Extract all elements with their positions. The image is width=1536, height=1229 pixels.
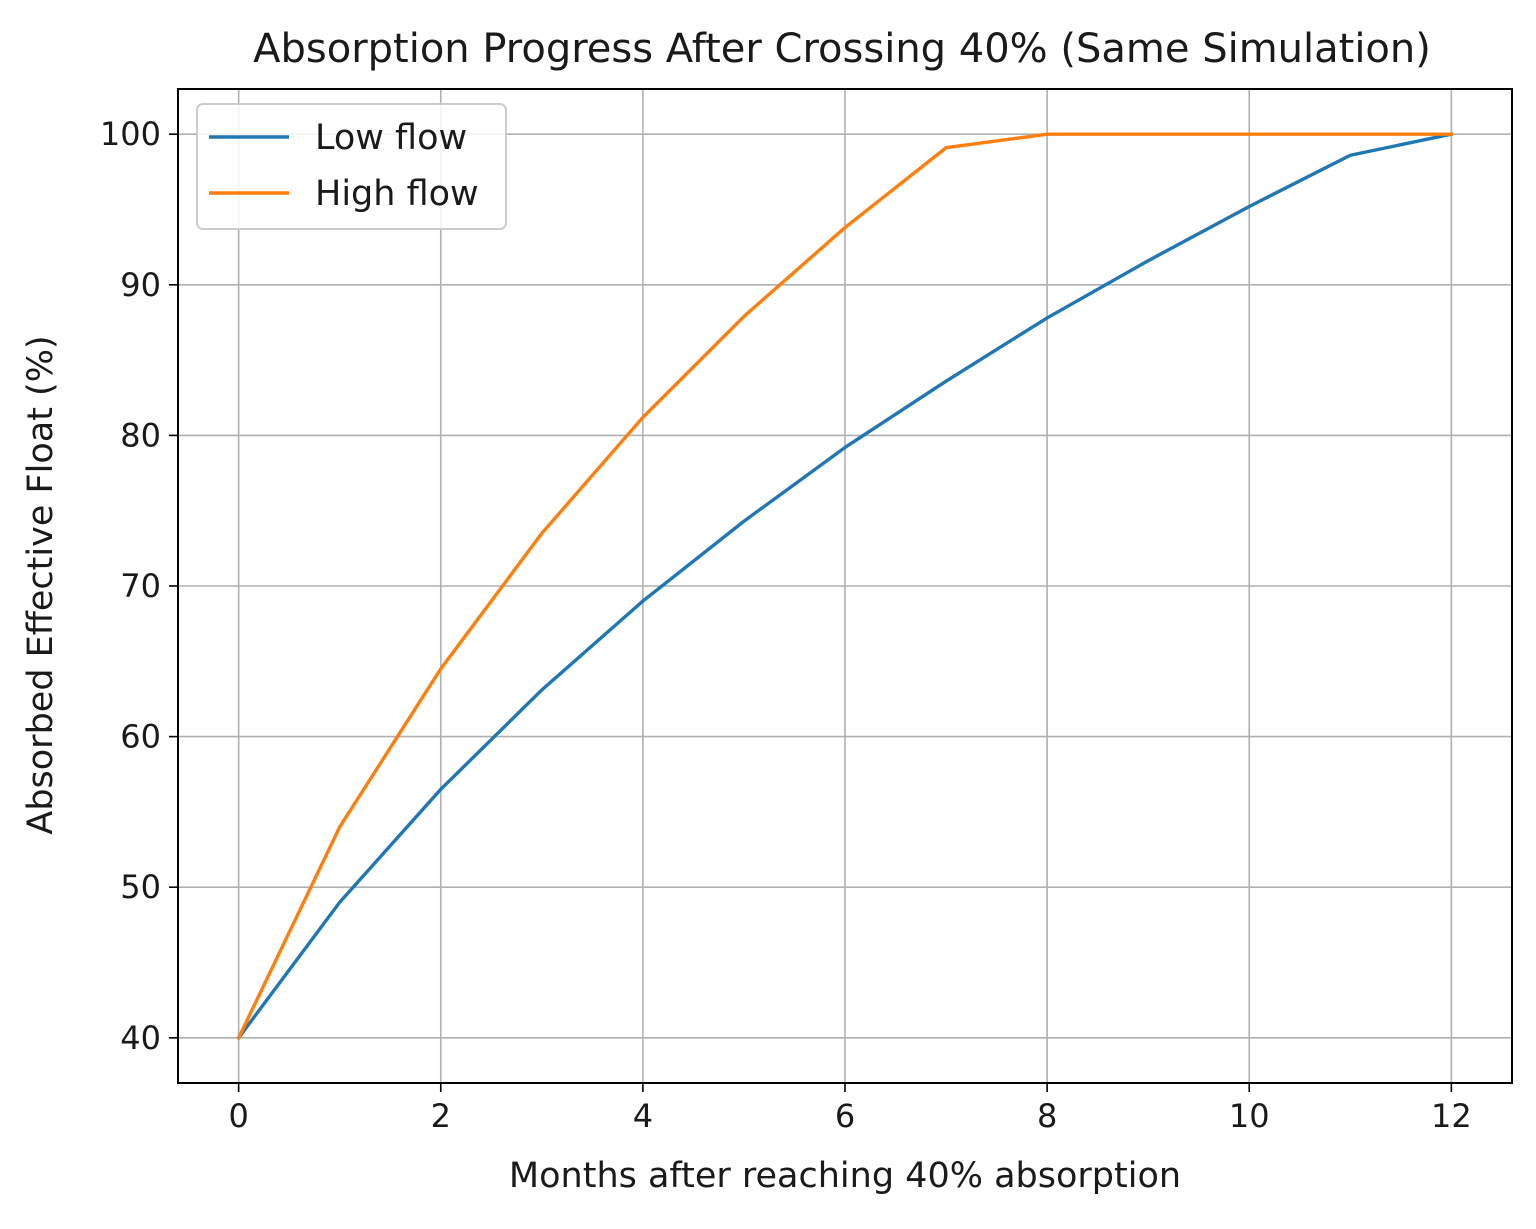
series-lines <box>236 132 1454 1041</box>
series-line-low-flow <box>236 132 1454 1041</box>
y-tick-label: 70 <box>120 567 161 605</box>
x-tick-label: 10 <box>1229 1097 1270 1135</box>
legend: Low flow High flow <box>196 103 507 230</box>
legend-label: Low flow <box>315 118 467 158</box>
x-axis-label: Months after reaching 40% absorption <box>509 1156 1181 1196</box>
y-tick-label: 40 <box>120 1019 161 1057</box>
y-tick-label: 100 <box>100 115 161 153</box>
x-tick-label: 6 <box>835 1097 855 1135</box>
x-tick-label: 8 <box>1037 1097 1057 1135</box>
legend-label: High flow <box>315 174 479 214</box>
y-tick-label: 90 <box>120 266 161 304</box>
series-line-high-flow <box>236 132 1454 1041</box>
x-tick-label: 12 <box>1431 1097 1472 1135</box>
y-axis-label: Absorbed Effective Float (%) <box>21 335 61 834</box>
gridlines <box>178 89 1512 1083</box>
chart-title: Absorption Progress After Crossing 40% (… <box>253 26 1431 72</box>
x-tick-label: 2 <box>431 1097 451 1135</box>
axis-ticks: 0 2 4 6 8 10 12 40 50 60 70 80 90 100 <box>100 115 1472 1135</box>
x-tick-label: 4 <box>633 1097 653 1135</box>
y-tick-label: 50 <box>120 868 161 906</box>
y-tick-label: 60 <box>120 718 161 756</box>
x-tick-label: 0 <box>228 1097 248 1135</box>
legend-box <box>196 103 507 230</box>
y-tick-label: 80 <box>120 416 161 454</box>
